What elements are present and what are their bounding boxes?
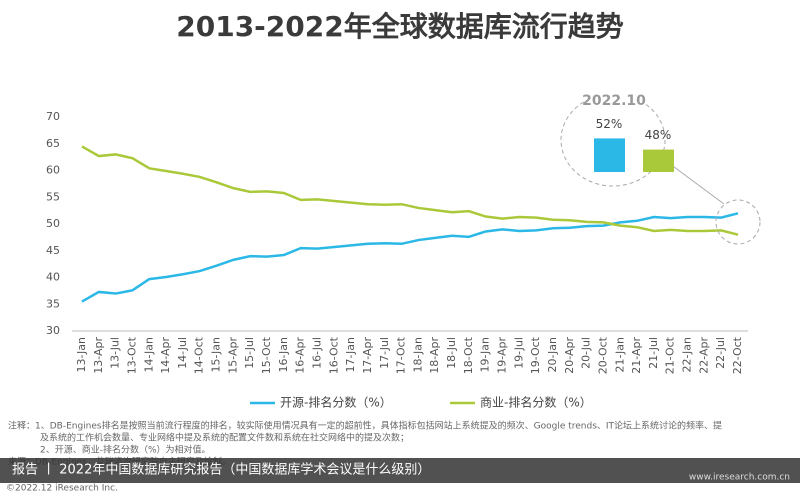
note: 及系统的工作机会数量、专业网络中提及系统的配置文件数和系统在社交网络中的提及次数…	[40, 432, 409, 444]
x-tick-label: 17-Apr	[361, 337, 374, 374]
callout-bar	[643, 149, 674, 172]
footer-url: www.iresearch.com.cn	[689, 473, 790, 483]
x-tick-label: 18-Jul	[445, 337, 458, 369]
series-line	[81, 212, 739, 303]
chart-title: 2013-2022年全球数据库流行趋势	[176, 10, 623, 43]
y-tick-label: 35	[46, 297, 60, 310]
x-tick-label: 20-Jan	[546, 337, 559, 373]
x-tick-label: 16-Apr	[294, 337, 307, 374]
x-tick-label: 14-Apr	[159, 337, 172, 374]
x-tick-label: 15-Jul	[243, 337, 256, 369]
x-tick-label: 22-Oct	[731, 336, 744, 374]
x-tick-label: 14-Jul	[176, 337, 189, 369]
x-tick-label: 17-Jan	[344, 337, 357, 373]
x-tick-label: 15-Oct	[260, 336, 273, 374]
y-tick-label: 55	[46, 190, 60, 203]
x-tick-label: 14-Jan	[142, 337, 155, 373]
x-tick-label: 19-Apr	[496, 337, 509, 374]
y-tick-label: 45	[46, 244, 60, 257]
x-tick-label: 15-Apr	[226, 337, 239, 374]
x-tick-label: 20-Jul	[580, 337, 593, 369]
callout-value-label: 48%	[645, 128, 672, 142]
callout-value-label: 52%	[596, 117, 623, 131]
x-tick-label: 17-Jul	[378, 337, 391, 369]
x-tick-label: 18-Apr	[428, 337, 441, 374]
y-tick-label: 60	[46, 164, 60, 177]
x-tick-label: 22-Jan	[681, 337, 694, 373]
x-tick-label: 18-Oct	[462, 336, 475, 374]
y-tick-label: 70	[46, 110, 60, 123]
x-tick-label: 13-Apr	[92, 337, 105, 374]
x-tick-label: 20-Oct	[596, 336, 609, 374]
y-tick-label: 30	[46, 324, 60, 337]
footer-bar	[0, 458, 800, 483]
x-tick-label: 20-Apr	[563, 337, 576, 374]
footer-title: 报告 丨 2022年中国数据库研究报告（中国数据库学术会议是什么级别）	[12, 462, 430, 478]
callout-title: 2022.10	[582, 93, 646, 109]
x-tick-label: 16-Oct	[327, 336, 340, 374]
callout-label-bg	[585, 92, 643, 110]
x-tick-label: 13-Jul	[109, 337, 122, 369]
series-line	[81, 145, 739, 236]
callout-bar	[594, 138, 625, 172]
x-tick-label: 21-Jan	[613, 337, 626, 373]
x-tick-label: 21-Oct	[664, 336, 677, 374]
y-tick-label: 50	[46, 217, 60, 230]
x-tick-label: 15-Jan	[210, 337, 223, 373]
y-tick-label: 40	[46, 271, 60, 284]
x-tick-label: 13-Jan	[75, 337, 88, 373]
x-tick-label: 13-Oct	[125, 336, 138, 374]
note: 注释：1、DB-Engines排名是按照当前流行程度的排名，较实际使用情况具有一…	[8, 420, 722, 432]
x-tick-label: 22-Apr	[697, 337, 710, 374]
legend-label: 商业-排名分数（%）	[480, 395, 592, 410]
copyright: ©2022.12 iResearch Inc.	[6, 484, 118, 494]
x-tick-label: 22-Jul	[714, 337, 727, 369]
x-tick-label: 19-Oct	[529, 336, 542, 374]
legend-label: 开源-排名分数（%）	[280, 395, 392, 410]
y-tick-label: 65	[46, 137, 60, 150]
x-tick-label: 19-Jan	[479, 337, 492, 373]
x-tick-label: 21-Jul	[647, 337, 660, 369]
x-tick-label: 16-Jan	[277, 337, 290, 373]
note: 2、开源、商业-排名分数（%）为相对值。	[40, 444, 211, 456]
x-tick-label: 17-Oct	[395, 336, 408, 374]
x-tick-label: 18-Jan	[411, 337, 424, 373]
x-tick-label: 19-Jul	[512, 337, 525, 369]
x-tick-label: 21-Apr	[630, 337, 643, 374]
x-tick-label: 14-Oct	[193, 336, 206, 374]
end-highlight	[715, 199, 761, 245]
x-tick-label: 16-Jul	[310, 337, 323, 369]
